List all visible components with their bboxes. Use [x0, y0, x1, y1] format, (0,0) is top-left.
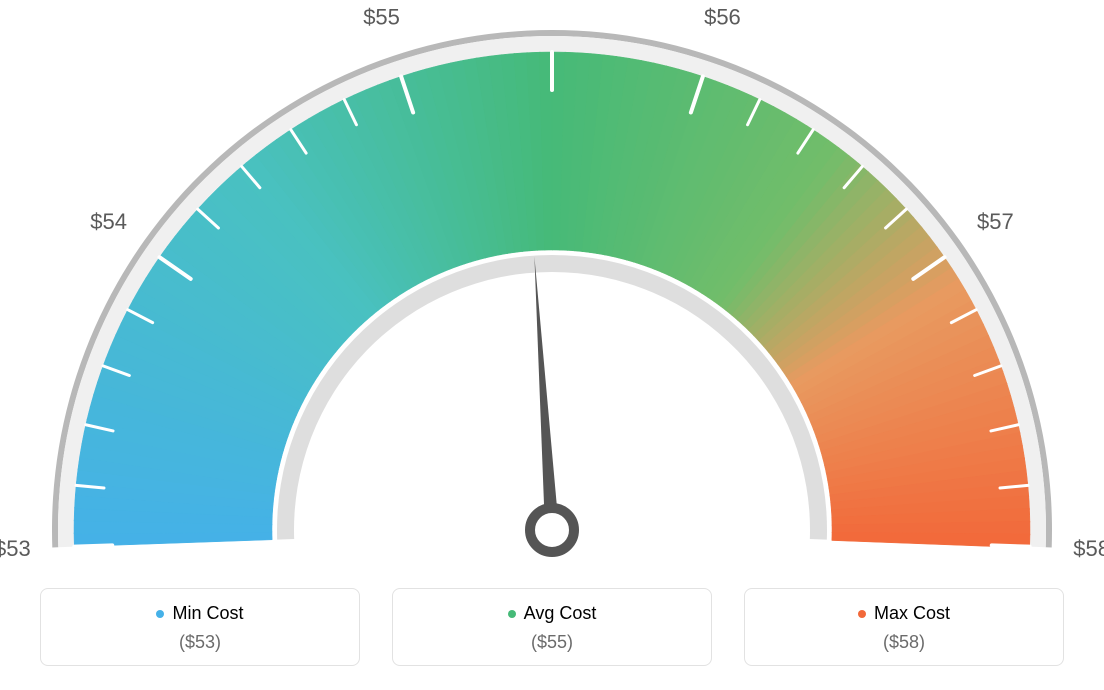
legend-box-avg: Avg Cost ($55)	[392, 588, 712, 666]
gauge-tick-label: $55	[363, 5, 400, 30]
legend-title-min: Min Cost	[51, 603, 349, 624]
legend-title-avg: Avg Cost	[403, 603, 701, 624]
legend-value-max: ($58)	[755, 632, 1053, 653]
legend-box-min: Min Cost ($53)	[40, 588, 360, 666]
gauge-svg: $53 $54 $55 $55 $56 $57 $58	[0, 0, 1104, 580]
gauge-tick	[992, 545, 1030, 546]
legend-value-avg: ($55)	[403, 632, 701, 653]
gauge-tick-label: $58	[1073, 536, 1104, 561]
legend-value-min: ($53)	[51, 632, 349, 653]
legend-label-avg: Avg Cost	[524, 603, 597, 624]
gauge-tick-label: $53	[0, 536, 31, 561]
legend-dot-avg	[508, 610, 516, 618]
gauge-tick-label: $56	[704, 5, 741, 30]
legend-title-max: Max Cost	[755, 603, 1053, 624]
gauge-tick-label: $57	[977, 209, 1014, 234]
legend-row: Min Cost ($53) Avg Cost ($55) Max Cost (…	[0, 588, 1104, 666]
gauge-tick-label: $54	[90, 209, 127, 234]
gauge-tick	[74, 545, 112, 546]
legend-dot-min	[156, 610, 164, 618]
gauge-chart-container: $53 $54 $55 $55 $56 $57 $58 Min Cost ($53) Avg…	[0, 0, 1104, 690]
gauge-needle-hub	[530, 508, 574, 552]
gauge-needle	[534, 257, 559, 531]
legend-label-max: Max Cost	[874, 603, 950, 624]
legend-box-max: Max Cost ($58)	[744, 588, 1064, 666]
gauge-tick-label: $55	[534, 0, 571, 2]
legend-dot-max	[858, 610, 866, 618]
legend-label-min: Min Cost	[172, 603, 243, 624]
